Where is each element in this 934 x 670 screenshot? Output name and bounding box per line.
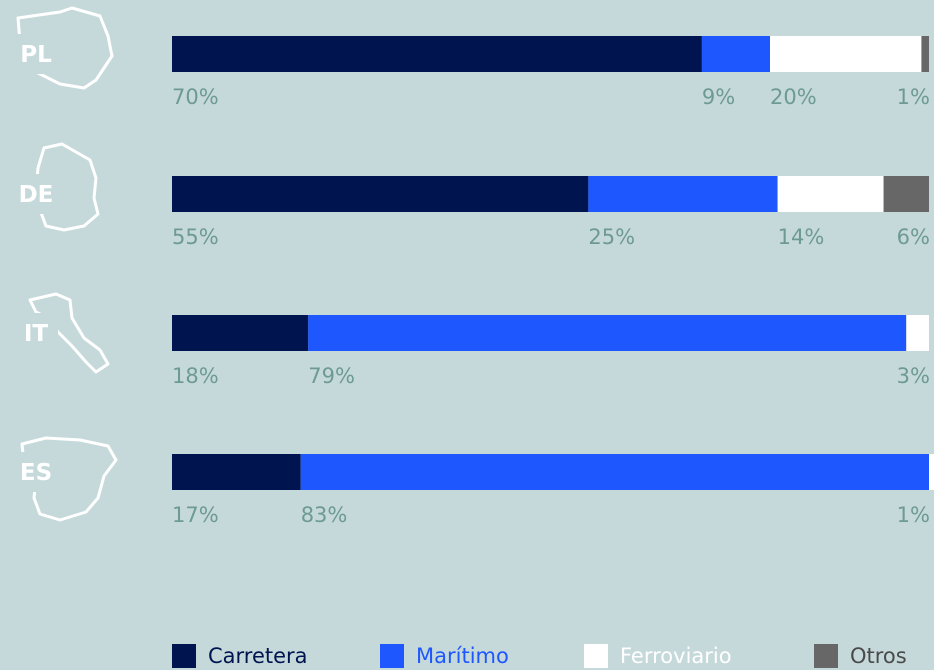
legend-item: Ferroviario [584,644,732,668]
legend-item: Marítimo [380,644,509,668]
bar-segment-es-1 [300,454,929,490]
bar-segment-de-2 [777,176,884,212]
bar-segment-de-0 [172,176,589,212]
bar-segment-de-3 [883,176,929,212]
bar-segment-it-0 [172,315,309,351]
legend-swatch [814,644,838,668]
country-code-label: ES [20,460,52,486]
data-label-es-0: 17% [172,503,219,527]
country-code-background [14,313,58,353]
legend: Carretera Marítimo Ferroviario Otros [172,644,932,670]
data-label-es-1: 83% [301,503,348,527]
data-label-it-1: 79% [308,364,355,388]
legend-swatch [584,644,608,668]
bar-segment-es-2 [929,454,934,490]
bar-segment-es-0 [172,454,301,490]
country-code-background [14,452,58,492]
bar-segment-pl-3 [921,36,929,72]
legend-label: Marítimo [416,644,509,668]
country-code-label: PL [20,42,52,68]
legend-item: Carretera [172,644,308,668]
legend-item: Otros [814,644,907,668]
legend-label: Otros [850,644,907,668]
country-code-background [14,174,58,214]
country-code-background [14,34,58,74]
data-label-it-0: 18% [172,364,219,388]
data-label-pl-3: 1% [897,85,930,109]
bar-segment-pl-1 [701,36,771,72]
data-label-de-2: 14% [778,225,825,249]
data-label-de-3: 6% [897,225,930,249]
legend-label: Ferroviario [620,644,732,668]
bar-segment-pl-2 [770,36,922,72]
data-label-de-0: 55% [172,225,219,249]
data-label-pl-0: 70% [172,85,219,109]
bar-segment-pl-0 [172,36,702,72]
bar-segment-it-2 [906,315,929,351]
country-code-label: IT [24,321,49,347]
legend-swatch [380,644,404,668]
data-label-it-3: 3% [897,364,930,388]
data-label-de-1: 25% [588,225,635,249]
legend-swatch [172,644,196,668]
legend-label: Carretera [208,644,308,668]
bar-segment-it-1 [308,315,907,351]
data-label-pl-2: 20% [770,85,817,109]
data-label-es-3: 1% [897,503,930,527]
bar-segment-de-1 [588,176,778,212]
data-label-pl-1: 9% [702,85,735,109]
country-code-label: DE [19,182,54,208]
